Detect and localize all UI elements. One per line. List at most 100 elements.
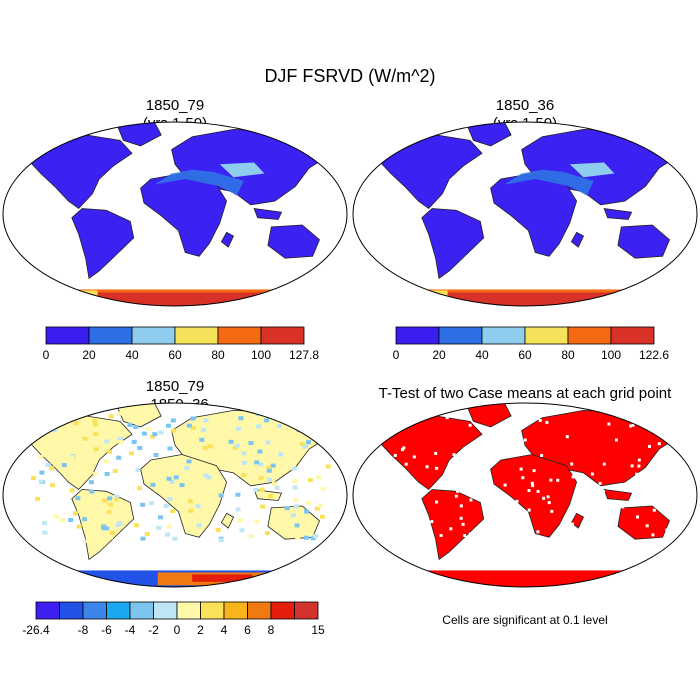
grid-cell (187, 499, 193, 504)
grid-cell (186, 459, 192, 464)
colorbar-tick-label: 80 (561, 348, 575, 362)
non-significant-cell (679, 433, 683, 437)
panel1-title: 1850_79 (146, 97, 204, 114)
grid-cell (33, 433, 39, 438)
grid-cell (186, 423, 192, 428)
non-significant-cell (648, 444, 651, 448)
grid-cell (184, 466, 190, 471)
non-significant-cell (527, 489, 531, 492)
grid-cell (188, 508, 194, 513)
non-significant-cell (463, 534, 467, 537)
colorbar-tick-label: 4 (221, 623, 228, 637)
non-significant-cell (497, 513, 501, 516)
grid-cell (191, 441, 197, 446)
non-significant-cell (483, 510, 487, 514)
antarctica-high (80, 292, 279, 306)
non-significant-cell (382, 510, 385, 514)
grid-cell (163, 504, 169, 508)
map-border (2, 402, 348, 588)
grid-cell (137, 445, 143, 450)
grid-cell (241, 473, 247, 478)
grid-cell (93, 447, 99, 452)
non-significant-cell (570, 522, 574, 526)
continent-indonesia (603, 489, 633, 501)
non-significant-cell (542, 496, 546, 500)
grid-cell (104, 526, 110, 531)
grid-cell (265, 440, 271, 445)
non-significant-cell (600, 535, 604, 539)
non-significant-cell (635, 472, 639, 476)
antarctica-high (430, 292, 629, 306)
grid-cell (76, 524, 82, 529)
panel2-title: 1850_36 (496, 97, 554, 114)
grid-cell (146, 427, 152, 431)
grid-cell (241, 460, 247, 465)
colorbar-tick-label: 8 (268, 623, 275, 637)
grid-cell (278, 452, 284, 457)
grid-cell (166, 476, 172, 481)
colorbar-segment (59, 601, 84, 620)
grid-cell (50, 483, 55, 488)
non-significant-cell (399, 492, 403, 496)
colorbar-1850-36: 0 20 40 60 80 100 122.6 (393, 326, 669, 362)
grid-cell (69, 488, 75, 493)
grid-cell (108, 502, 114, 507)
grid-cell (235, 507, 241, 512)
grid-cell (202, 446, 208, 451)
grid-cell (93, 432, 99, 437)
colorbar-1850-79: 0 20 40 60 80 100 127.8 (43, 326, 319, 362)
central-asia-region (219, 162, 265, 178)
grid-cell (208, 444, 213, 449)
grid-cell (254, 460, 260, 465)
continent-australia (267, 224, 320, 259)
non-significant-cell (503, 502, 506, 505)
non-significant-cell (413, 501, 417, 505)
non-significant-cell (615, 438, 618, 442)
grid-cell (38, 454, 44, 459)
colorbar-tick-label: 122.6 (639, 348, 669, 362)
grid-cell (150, 434, 156, 439)
non-significant-cell (410, 487, 414, 491)
grid-cell (104, 439, 110, 444)
grid-cell (294, 523, 300, 528)
grid-cell (303, 424, 309, 429)
grid-cell (54, 514, 59, 519)
non-significant-cell (439, 534, 443, 537)
grid-cell (88, 480, 94, 485)
grid-cell (206, 475, 212, 480)
grid-cell (317, 503, 323, 508)
non-significant-cell (514, 439, 518, 443)
colorbar-segment (270, 601, 295, 620)
grid-cell (291, 460, 297, 465)
non-significant-cell (652, 508, 656, 512)
colorbar-segment (106, 601, 131, 620)
colorbar-tick-label: -8 (78, 623, 89, 637)
non-significant-cell (435, 466, 439, 470)
grid-cell (218, 538, 224, 543)
grid-cell (73, 421, 79, 426)
grid-cell (83, 407, 89, 412)
grid-cell (69, 455, 75, 460)
grid-cell (118, 436, 123, 441)
non-significant-cell (486, 436, 489, 440)
non-significant-cell (530, 481, 534, 485)
colorbar-tick-label: 100 (251, 348, 271, 362)
grid-cell (234, 443, 240, 448)
non-significant-cell (653, 430, 657, 434)
continent-northAmerica (29, 134, 133, 210)
map-panel-1850-36 (352, 121, 698, 307)
grid-cell (167, 496, 173, 501)
colorbar-segment (294, 601, 319, 620)
grid-cell (218, 493, 224, 498)
colorbar-segment (200, 601, 225, 620)
non-significant-cell (445, 416, 449, 420)
grid-cell (304, 509, 309, 514)
non-significant-cell (570, 462, 574, 466)
non-significant-cell (459, 516, 463, 520)
continent-australia (617, 224, 670, 259)
grid-cell (253, 488, 259, 492)
colorbar-tick-label: 15 (311, 623, 325, 637)
grid-cell (196, 523, 202, 528)
grid-cell (158, 430, 164, 435)
colorbar-difference: -26.4 -8 -6 -4 -2 0 2 4 6 8 15 (22, 601, 325, 637)
